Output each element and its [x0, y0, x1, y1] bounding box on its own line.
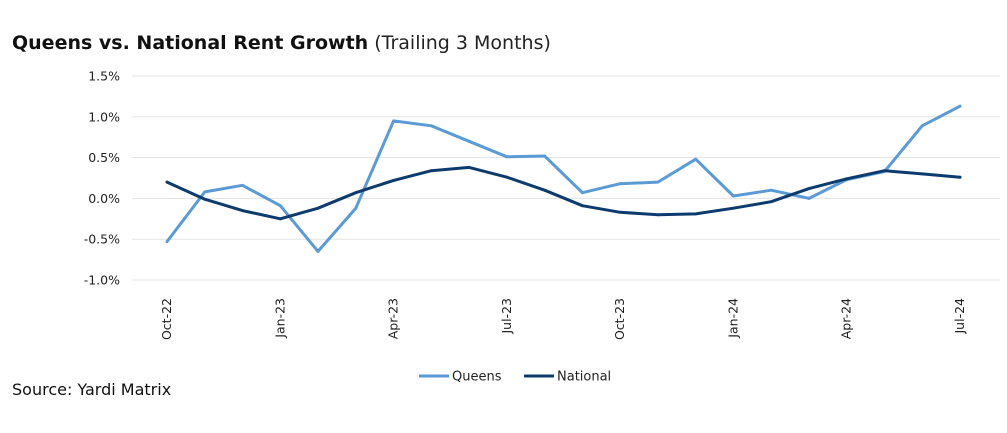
data-point-queens — [468, 140, 471, 143]
data-point-queens — [657, 181, 660, 184]
y-axis-ticks: 1.5% 1.0% 0.5% 0.0% -0.5% -1.0% — [84, 69, 120, 288]
data-point-national — [619, 211, 622, 214]
y-tick-label: 0.5% — [88, 150, 120, 165]
y-tick-label: -1.0% — [84, 273, 120, 288]
data-point-national — [657, 213, 660, 216]
data-point-national — [505, 176, 508, 179]
data-point-queens — [619, 182, 622, 185]
legend-label-queens: Queens — [452, 370, 502, 385]
y-tick-label: 0.0% — [88, 191, 120, 206]
data-point-national — [430, 169, 433, 172]
x-tick-label: Oct-22 — [159, 298, 174, 340]
x-tick-label: Jul-23 — [499, 298, 514, 335]
data-point-national — [808, 187, 811, 190]
data-point-queens — [203, 190, 206, 193]
data-point-queens — [694, 158, 697, 161]
data-point-queens — [543, 155, 546, 158]
data-point-national — [921, 173, 924, 176]
data-point-queens — [430, 124, 433, 127]
legend-label-national: National — [557, 370, 611, 385]
y-tick-label: 1.0% — [88, 109, 120, 124]
data-point-queens — [921, 124, 924, 127]
data-point-queens — [808, 197, 811, 200]
y-tick-label: -0.5% — [84, 232, 120, 247]
data-point-national — [581, 204, 584, 207]
data-point-queens — [279, 204, 282, 207]
data-point-national — [241, 209, 244, 212]
data-point-queens — [166, 240, 169, 243]
data-point-queens — [581, 191, 584, 194]
data-point-national — [317, 207, 320, 210]
x-axis-ticks: Oct-22 Jan-23 Apr-23 Jul-23 Oct-23 Jan-24 Apr-… — [159, 298, 967, 340]
x-tick-label: Jan-23 — [272, 298, 287, 339]
data-point-queens — [732, 195, 735, 198]
x-tick-label: Jan-24 — [725, 298, 740, 339]
x-tick-label: Oct-23 — [612, 298, 627, 340]
data-point-national — [468, 166, 471, 169]
data-point-queens — [770, 189, 773, 192]
data-point-national — [392, 179, 395, 182]
series-lines — [166, 105, 962, 253]
data-point-national — [354, 191, 357, 194]
legend: Queens National — [419, 370, 611, 385]
data-point-national — [543, 189, 546, 192]
data-point-national — [732, 207, 735, 210]
x-tick-label: Apr-23 — [386, 298, 401, 339]
data-point-queens — [505, 155, 508, 158]
x-tick-label: Jul-24 — [952, 298, 967, 335]
source-note: Source: Yardi Matrix — [12, 380, 171, 399]
data-point-national — [959, 176, 962, 179]
data-point-national — [279, 217, 282, 220]
data-point-national — [166, 181, 169, 184]
data-point-queens — [959, 105, 962, 108]
data-point-national — [694, 213, 697, 216]
x-tick-label: Apr-24 — [839, 298, 854, 339]
data-point-national — [845, 177, 848, 180]
data-point-national — [770, 200, 773, 203]
y-tick-label: 1.5% — [88, 69, 120, 84]
data-point-queens — [354, 207, 357, 210]
data-point-national — [203, 198, 206, 201]
data-point-national — [883, 169, 886, 172]
data-point-queens — [241, 184, 244, 187]
data-point-queens — [392, 119, 395, 122]
data-point-queens — [317, 250, 320, 253]
